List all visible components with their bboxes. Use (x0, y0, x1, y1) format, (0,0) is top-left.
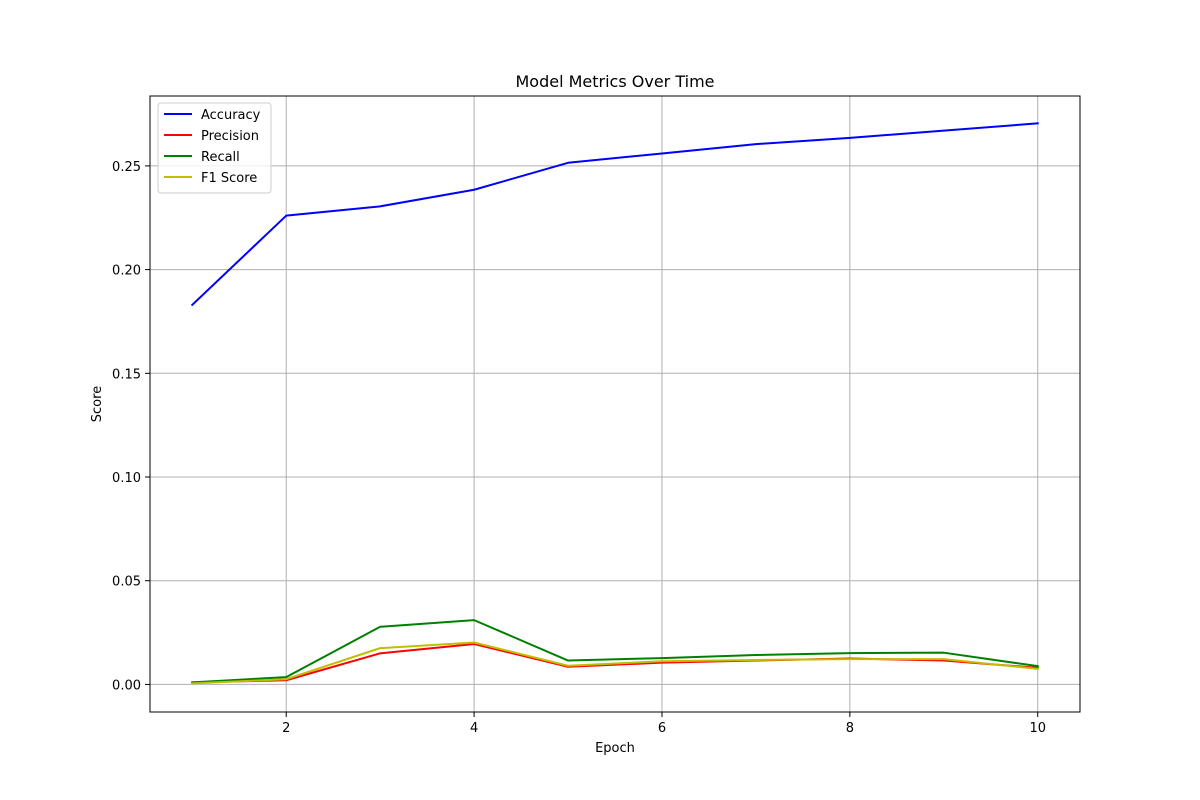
y-tick-label: 0.20 (112, 264, 141, 279)
series-line-recall (191, 619, 1039, 684)
x-tick-label: 6 (658, 721, 666, 736)
series-lines (190, 122, 1039, 685)
grid-lines (150, 96, 1080, 712)
series-line-f1-score (191, 641, 1039, 685)
legend-box (157, 102, 272, 194)
y-tick-label: 0.15 (112, 367, 141, 382)
y-tick-label: 0.10 (112, 471, 141, 486)
axis-ticks: 2 4 6 8 10 0.00 0.05 0.10 0.15 0.20 0.25 (112, 160, 1046, 736)
legend-label: F1 Score (201, 171, 257, 186)
chart-title: Model Metrics Over Time (515, 72, 714, 91)
plot-area-frame (149, 95, 1081, 713)
legend: Accuracy Precision Recall F1 Score (157, 102, 272, 194)
y-tick-label: 0.25 (112, 160, 141, 175)
legend-label: Accuracy (201, 108, 261, 123)
legend-label: Recall (201, 150, 240, 165)
x-tick-label: 2 (282, 721, 290, 736)
y-tick-label: 0.00 (112, 678, 141, 693)
x-tick-label: 8 (846, 721, 854, 736)
series-line-accuracy (190, 122, 1039, 307)
y-axis-label: Score (90, 386, 105, 422)
x-tick-label: 10 (1029, 721, 1046, 736)
x-axis-label: Epoch (595, 741, 635, 756)
x-tick-label: 4 (470, 721, 478, 736)
y-tick-label: 0.05 (112, 575, 141, 590)
legend-label: Precision (201, 129, 259, 144)
